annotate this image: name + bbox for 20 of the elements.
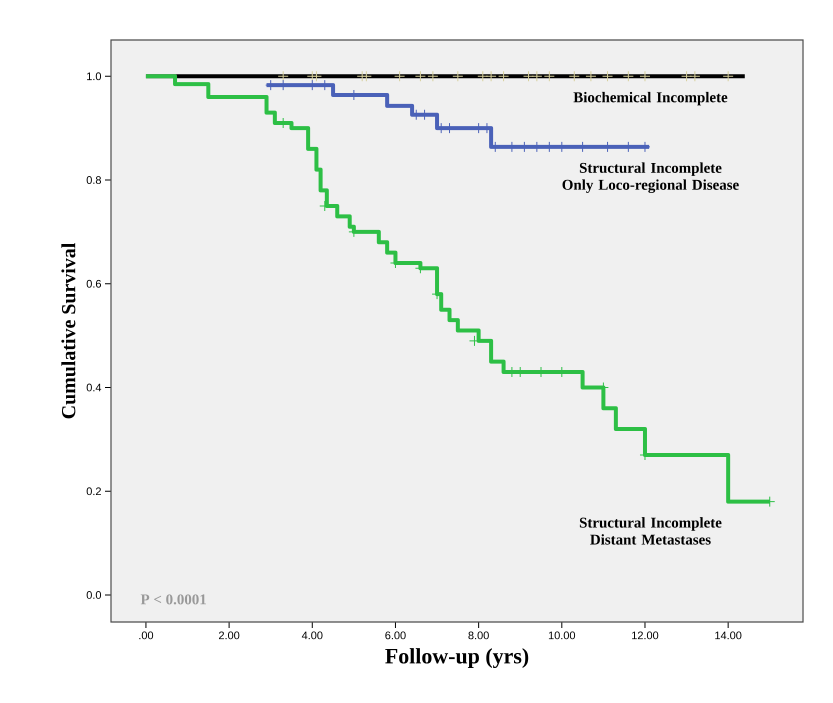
x-axis-title: Follow-up (yrs) (385, 648, 528, 668)
y-tick-label: 0.2 (86, 487, 101, 496)
y-tick-label: 0.6 (86, 280, 101, 288)
x-tick-label: 4.00 (302, 632, 323, 640)
series-label: Structural Incomplete Only Loco-regional Disease (562, 162, 739, 193)
y-tick-label: 0.4 (86, 384, 102, 392)
y-tick-label: 0.0 (86, 591, 102, 599)
x-tick-label: 10.00 (548, 632, 576, 640)
x-tick-label: 2.00 (218, 632, 240, 640)
y-tick-label: 0.8 (86, 176, 101, 184)
series-label: Structural Incomplete Distant Metastases (580, 517, 722, 545)
x-tick-label: 12.00 (632, 632, 658, 640)
y-axis-title: Cumulative Survival (61, 243, 76, 418)
x-tick-label: 6.00 (385, 632, 406, 640)
series-label: Biochemical Incomplete (574, 92, 728, 106)
x-tick-label: 14.00 (715, 632, 742, 640)
x-tick-label: .00 (139, 632, 154, 640)
annotation: P < 0.0001 (140, 594, 206, 604)
y-tick-label: 1.0 (87, 72, 102, 80)
x-tick-label: 8.00 (468, 632, 489, 640)
